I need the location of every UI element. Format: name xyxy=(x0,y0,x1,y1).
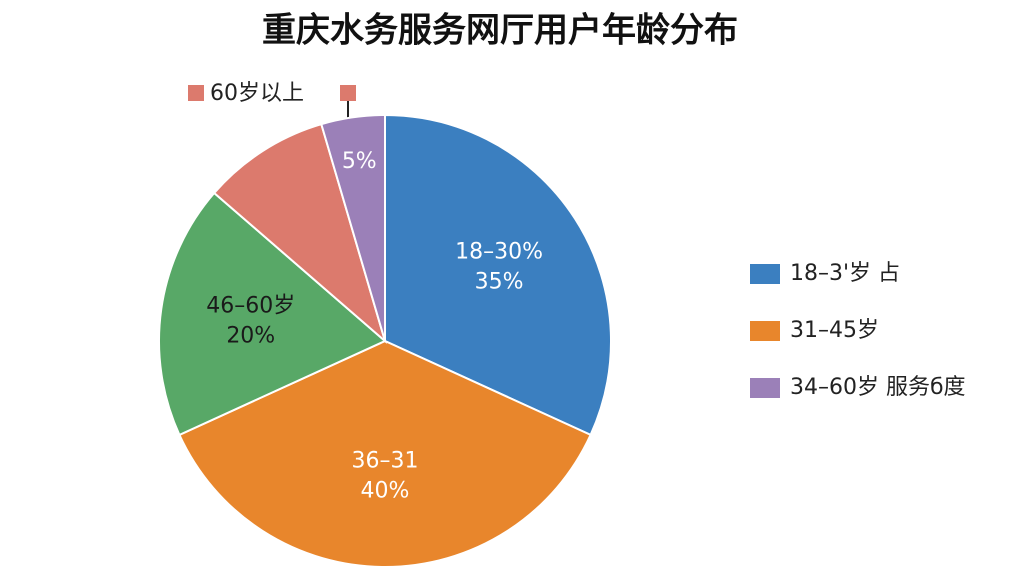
slice-label: 36–31 xyxy=(352,449,419,474)
legend-label: 60岁以上 xyxy=(210,81,304,106)
pie-slice xyxy=(384,113,612,437)
legend-swatch xyxy=(340,85,356,101)
slice-value-label: 35% xyxy=(475,270,524,295)
slice-value-label: 5% xyxy=(342,149,377,174)
pie-slice xyxy=(212,122,387,344)
pie-slice xyxy=(320,113,386,342)
pie-slice xyxy=(178,339,592,569)
legend-swatch xyxy=(750,321,780,341)
legend-swatch xyxy=(750,264,780,284)
slice-label: 46–60岁 xyxy=(206,294,295,319)
pie-slice xyxy=(158,191,387,437)
slice-value-label: 40% xyxy=(361,479,410,504)
legend-swatch xyxy=(750,378,780,398)
legend-label: 18–3'岁 占 xyxy=(790,261,900,286)
legend-label: 31–45岁 xyxy=(790,318,879,343)
legend-label: 34–60岁 服务б度 xyxy=(790,375,966,400)
slice-label: 18–30% xyxy=(455,240,543,265)
legend-swatch xyxy=(188,85,204,101)
chart-title: 重庆水务服务网厅用户年龄分布 xyxy=(262,11,738,51)
slice-value-label: 20% xyxy=(226,324,275,349)
